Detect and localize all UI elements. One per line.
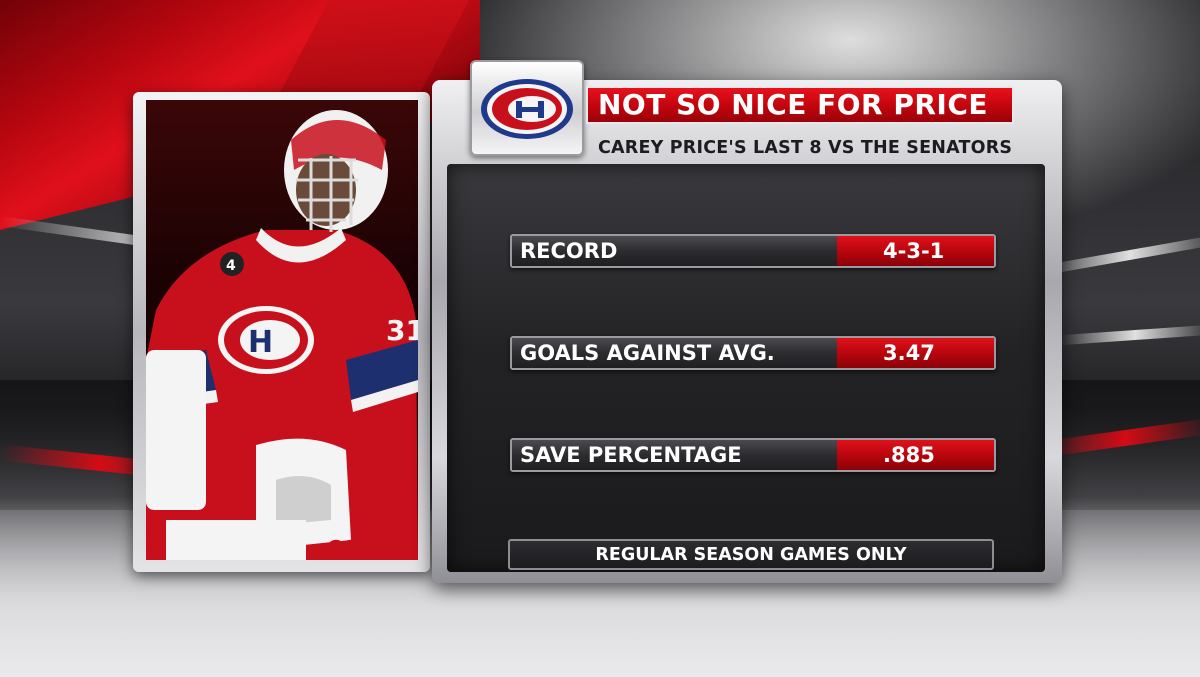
stat-label: GOALS AGAINST AVG. xyxy=(512,338,837,368)
graphic-title-bar: NOT SO NICE FOR PRICE xyxy=(586,86,1014,124)
light-streak xyxy=(1040,234,1200,276)
canadiens-logo-icon xyxy=(481,79,573,139)
light-streak xyxy=(1060,324,1200,346)
stat-label: RECORD xyxy=(512,236,837,266)
stat-row-goals-against-avg: GOALS AGAINST AVG. 3.47 xyxy=(510,336,996,370)
armband-number: 4 xyxy=(226,258,236,274)
stat-value: 3.47 xyxy=(837,338,994,368)
goalie-illustration: H 4 31 CCM xyxy=(146,110,418,560)
graphic-subtitle: CAREY PRICE'S LAST 8 VS THE SENATORS xyxy=(598,138,1013,158)
team-logo-box xyxy=(470,60,584,156)
footnote: REGULAR SEASON GAMES ONLY xyxy=(508,539,994,570)
svg-text:H: H xyxy=(248,325,273,360)
stat-row-save-percentage: SAVE PERCENTAGE .885 xyxy=(510,438,996,472)
stat-row-record: RECORD 4-3-1 xyxy=(510,234,996,268)
jersey-number: 31 xyxy=(386,314,418,347)
stat-value: .885 xyxy=(837,440,994,470)
graphic-title: NOT SO NICE FOR PRICE xyxy=(598,88,988,121)
stat-value: 4-3-1 xyxy=(837,236,994,266)
pad-brand: CCM xyxy=(326,536,375,560)
stat-label: SAVE PERCENTAGE xyxy=(512,440,837,470)
player-photo: H 4 31 CCM xyxy=(146,100,418,560)
